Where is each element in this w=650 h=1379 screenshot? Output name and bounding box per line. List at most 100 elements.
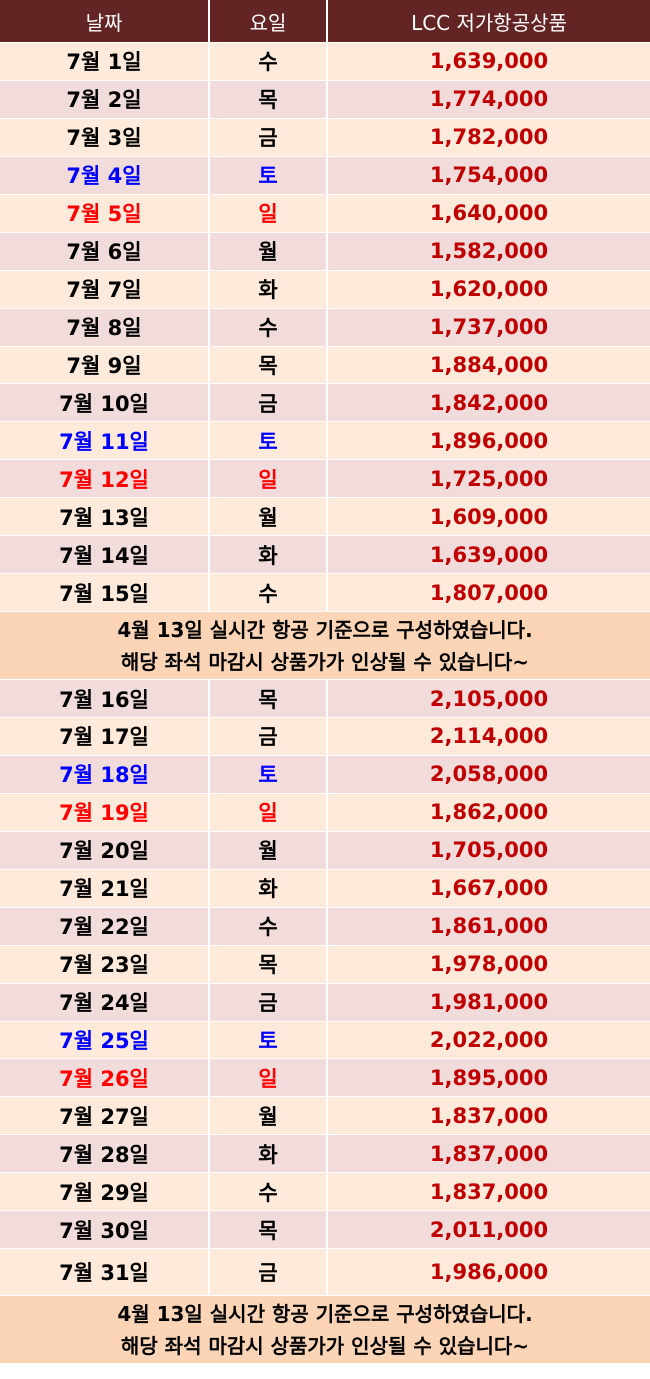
table-row: 7월 26일 일 1,895,000 xyxy=(0,1059,650,1098)
date-cell: 7월 12일 xyxy=(0,460,210,498)
date-cell: 7월 19일 xyxy=(0,793,210,831)
date-cell: 7월 15일 xyxy=(0,574,210,612)
price-cell: 1,896,000 xyxy=(429,428,549,453)
price-cell: 1,782,000 xyxy=(429,125,549,150)
weekday-cell: 토 xyxy=(210,422,328,460)
date-cell: 7월 7일 xyxy=(0,270,210,308)
date-cell: 7월 31일 xyxy=(0,1249,210,1296)
table-row: 7월 4일 토 1,754,000 xyxy=(0,156,650,195)
table-row: 7월 6일 월 1,582,000 xyxy=(0,232,650,271)
date-cell: 7월 9일 xyxy=(0,346,210,384)
price-cell: 1,842,000 xyxy=(429,390,549,415)
price-cell: 1,639,000 xyxy=(429,542,549,567)
table-row: 7월 25일 토 2,022,000 xyxy=(0,1021,650,1060)
table-row: 7월 22일 수 1,861,000 xyxy=(0,907,650,946)
table-row: 7월 23일 목 1,978,000 xyxy=(0,945,650,984)
weekday-cell: 목 xyxy=(210,346,328,384)
price-cell: 1,754,000 xyxy=(429,163,549,188)
table-header: 날짜 요일 LCC 저가항공상품 xyxy=(0,0,650,43)
date-cell: 7월 16일 xyxy=(0,680,210,717)
table-row: 7월 5일 일 1,640,000 xyxy=(0,194,650,233)
date-cell: 7월 17일 xyxy=(0,718,210,755)
date-cell: 7월 5일 xyxy=(0,194,210,232)
price-cell: 1,981,000 xyxy=(429,990,549,1015)
table-row: 7월 30일 목 2,011,000 xyxy=(0,1211,650,1250)
weekday-cell: 토 xyxy=(210,1021,328,1059)
table-row: 7월 7일 화 1,620,000 xyxy=(0,270,650,309)
weekday-cell: 화 xyxy=(210,1135,328,1173)
date-cell: 7월 28일 xyxy=(0,1135,210,1173)
date-cell: 7월 11일 xyxy=(0,422,210,460)
table-row: 7월 28일 화 1,837,000 xyxy=(0,1135,650,1174)
price-cell: 1,774,000 xyxy=(429,87,549,112)
weekday-cell: 금 xyxy=(210,118,328,156)
weekday-cell: 수 xyxy=(210,43,328,80)
header-price: LCC 저가항공상품 xyxy=(411,10,567,35)
price-cell: 1,884,000 xyxy=(429,352,549,377)
price-cell: 1,837,000 xyxy=(429,1141,549,1166)
date-cell: 7월 29일 xyxy=(0,1173,210,1211)
weekday-cell: 목 xyxy=(210,680,328,717)
weekday-cell: 토 xyxy=(210,755,328,793)
weekday-cell: 금 xyxy=(210,718,328,755)
notice-banner: 4월 13일 실시간 항공 기준으로 구성하였습니다. 해당 좌석 마감시 상품가… xyxy=(0,1296,650,1365)
table-row: 7월 31일 금 1,986,000 xyxy=(0,1249,650,1297)
price-cell: 1,861,000 xyxy=(429,914,549,939)
weekday-cell: 목 xyxy=(210,945,328,983)
table-row: 7월 20일 월 1,705,000 xyxy=(0,831,650,870)
weekday-cell: 목 xyxy=(210,80,328,118)
header-date: 날짜 xyxy=(0,0,210,42)
date-cell: 7월 13일 xyxy=(0,498,210,536)
weekday-cell: 월 xyxy=(210,1097,328,1135)
table-row: 7월 11일 토 1,896,000 xyxy=(0,422,650,461)
table-row: 7월 12일 일 1,725,000 xyxy=(0,460,650,499)
notice-line-1: 4월 13일 실시간 항공 기준으로 구성하였습니다. xyxy=(117,617,533,642)
price-cell: 1,582,000 xyxy=(429,239,549,264)
notice-banner: 4월 13일 실시간 항공 기준으로 구성하였습니다. 해당 좌석 마감시 상품가… xyxy=(0,612,650,681)
weekday-cell: 수 xyxy=(210,308,328,346)
price-cell: 1,895,000 xyxy=(429,1065,549,1090)
price-cell: 1,639,000 xyxy=(429,49,549,74)
weekday-cell: 일 xyxy=(210,793,328,831)
weekday-cell: 일 xyxy=(210,194,328,232)
price-cell: 1,667,000 xyxy=(429,876,549,901)
table-row: 7월 16일 목 2,105,000 xyxy=(0,680,650,718)
table-row: 7월 8일 수 1,737,000 xyxy=(0,308,650,347)
weekday-cell: 일 xyxy=(210,1059,328,1097)
table-row: 7월 27일 월 1,837,000 xyxy=(0,1097,650,1136)
date-cell: 7월 10일 xyxy=(0,384,210,422)
price-cell: 1,837,000 xyxy=(429,1103,549,1128)
date-cell: 7월 30일 xyxy=(0,1211,210,1249)
price-cell: 1,705,000 xyxy=(429,838,549,863)
date-cell: 7월 22일 xyxy=(0,907,210,945)
date-cell: 7월 18일 xyxy=(0,755,210,793)
table-row: 7월 24일 금 1,981,000 xyxy=(0,983,650,1022)
price-cell: 1,807,000 xyxy=(429,580,549,605)
weekday-cell: 수 xyxy=(210,574,328,612)
price-cell: 1,620,000 xyxy=(429,277,549,302)
weekday-cell: 월 xyxy=(210,831,328,869)
table-row: 7월 2일 목 1,774,000 xyxy=(0,80,650,119)
table-row: 7월 10일 금 1,842,000 xyxy=(0,384,650,423)
notice-line-1: 4월 13일 실시간 항공 기준으로 구성하였습니다. xyxy=(117,1301,533,1326)
table-row: 7월 13일 월 1,609,000 xyxy=(0,498,650,537)
date-cell: 7월 25일 xyxy=(0,1021,210,1059)
date-cell: 7월 3일 xyxy=(0,118,210,156)
weekday-cell: 수 xyxy=(210,1173,328,1211)
date-cell: 7월 2일 xyxy=(0,80,210,118)
table-row: 7월 19일 일 1,862,000 xyxy=(0,793,650,832)
notice-line-2: 해당 좌석 마감시 상품가가 인상될 수 있습니다~ xyxy=(120,649,530,674)
weekday-cell: 월 xyxy=(210,232,328,270)
weekday-cell: 월 xyxy=(210,498,328,536)
table-row: 7월 3일 금 1,782,000 xyxy=(0,118,650,157)
price-cell: 1,640,000 xyxy=(429,201,549,226)
weekday-cell: 수 xyxy=(210,907,328,945)
weekday-cell: 일 xyxy=(210,460,328,498)
date-cell: 7월 14일 xyxy=(0,536,210,574)
weekday-cell: 화 xyxy=(210,869,328,907)
date-cell: 7월 6일 xyxy=(0,232,210,270)
price-cell: 2,022,000 xyxy=(429,1027,549,1052)
weekday-cell: 토 xyxy=(210,156,328,194)
price-cell: 2,058,000 xyxy=(429,762,549,787)
